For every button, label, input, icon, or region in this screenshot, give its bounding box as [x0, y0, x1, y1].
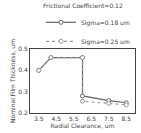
svg-text:5.5: 5.5	[69, 115, 79, 122]
svg-text:Sigma=0.25 um: Sigma=0.25 um	[81, 38, 130, 46]
svg-text:0.4: 0.4	[18, 66, 28, 73]
svg-text:4.5: 4.5	[51, 115, 61, 122]
svg-text:7.5: 7.5	[104, 115, 114, 122]
svg-text:6.5: 6.5	[86, 115, 96, 122]
svg-text:Radial Clearance, um: Radial Clearance, um	[50, 122, 114, 129]
svg-text:Sigma=0.18 um: Sigma=0.18 um	[81, 19, 130, 27]
svg-text:0.2: 0.2	[18, 109, 28, 116]
svg-text:8.5: 8.5	[121, 115, 131, 122]
svg-text:0.3: 0.3	[18, 88, 28, 95]
svg-text:Nominal Film Thickness, um: Nominal Film Thickness, um	[9, 39, 16, 123]
svg-text:0.5: 0.5	[18, 45, 28, 52]
svg-text:3.5: 3.5	[34, 115, 44, 122]
svg-text:Frictional Coefficient=0.12: Frictional Coefficient=0.12	[43, 2, 123, 9]
